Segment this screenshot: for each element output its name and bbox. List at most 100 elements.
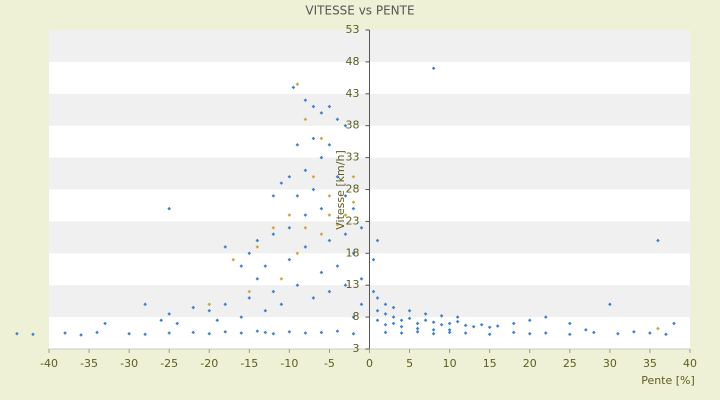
point <box>375 296 380 300</box>
point <box>191 330 196 335</box>
y-tick-label: 13 <box>346 278 360 291</box>
point <box>287 225 292 230</box>
point <box>143 332 147 337</box>
point <box>127 331 131 336</box>
x-tick-label: 40 <box>683 357 697 370</box>
point <box>343 123 348 128</box>
point <box>287 257 292 262</box>
point <box>327 238 332 243</box>
point <box>279 181 284 185</box>
point <box>632 329 636 334</box>
x-tick-label: 35 <box>643 357 657 370</box>
point <box>271 225 276 230</box>
point <box>215 318 220 323</box>
point <box>271 289 276 294</box>
point <box>447 328 452 332</box>
point <box>223 302 228 307</box>
point <box>327 213 332 217</box>
y-tick-label: 33 <box>346 151 360 164</box>
point <box>295 82 300 87</box>
point <box>207 308 212 313</box>
point <box>487 332 492 337</box>
point <box>371 289 376 294</box>
point <box>279 302 284 307</box>
point <box>191 305 196 310</box>
point <box>279 277 284 281</box>
point <box>79 333 83 337</box>
point <box>543 331 548 335</box>
point <box>383 322 388 327</box>
point <box>656 326 660 331</box>
point <box>343 213 348 217</box>
point <box>463 331 468 335</box>
point <box>287 213 292 217</box>
point <box>207 302 212 307</box>
x-tick-label: -5 <box>324 357 335 370</box>
point <box>239 315 244 319</box>
point <box>295 194 300 198</box>
point <box>351 206 356 211</box>
point <box>383 302 388 307</box>
point <box>31 332 35 337</box>
point <box>375 318 380 323</box>
point <box>664 332 668 337</box>
point <box>407 316 412 321</box>
point <box>431 328 436 332</box>
point <box>359 302 364 307</box>
x-tick-label: 25 <box>563 357 577 370</box>
point <box>231 257 236 262</box>
point <box>592 330 596 335</box>
point <box>375 238 380 243</box>
point <box>351 200 356 205</box>
point <box>247 289 252 294</box>
point <box>471 324 476 329</box>
point <box>375 308 380 313</box>
point <box>335 174 340 179</box>
x-tick-label: 15 <box>483 357 497 370</box>
point <box>407 308 412 313</box>
y-tick-label: 38 <box>346 119 360 132</box>
point <box>447 321 452 326</box>
x-tick-label: 20 <box>523 357 537 370</box>
point <box>399 331 404 335</box>
point <box>351 331 356 336</box>
point <box>207 331 212 336</box>
point <box>455 319 460 324</box>
point <box>487 325 492 330</box>
point <box>439 322 444 327</box>
point <box>343 283 348 287</box>
point <box>271 232 276 236</box>
point <box>159 318 163 323</box>
point <box>319 136 324 141</box>
point <box>303 245 308 249</box>
point <box>255 277 260 281</box>
point <box>415 321 420 326</box>
x-tick-label: -15 <box>240 357 258 370</box>
point <box>295 143 300 147</box>
point <box>431 320 436 325</box>
x-tick-label: 0 <box>366 357 373 370</box>
point <box>311 187 316 192</box>
point <box>415 329 420 334</box>
y-tick-label: 28 <box>346 183 360 196</box>
point <box>263 330 268 335</box>
point <box>391 321 396 326</box>
point <box>351 251 356 256</box>
point <box>568 332 572 337</box>
point <box>167 206 171 211</box>
point <box>335 117 340 122</box>
point <box>399 318 404 323</box>
y-tick-label: 23 <box>346 214 360 227</box>
x-axis-label: Pente [%] <box>641 374 695 387</box>
point <box>527 318 532 323</box>
point <box>291 85 296 90</box>
x-tick-label: -20 <box>200 357 218 370</box>
x-tick-label: 5 <box>406 357 413 370</box>
point <box>175 321 179 326</box>
point <box>351 174 356 179</box>
y-tick-label: 18 <box>346 246 360 259</box>
point <box>303 225 308 230</box>
point <box>303 213 308 217</box>
point <box>239 331 244 335</box>
